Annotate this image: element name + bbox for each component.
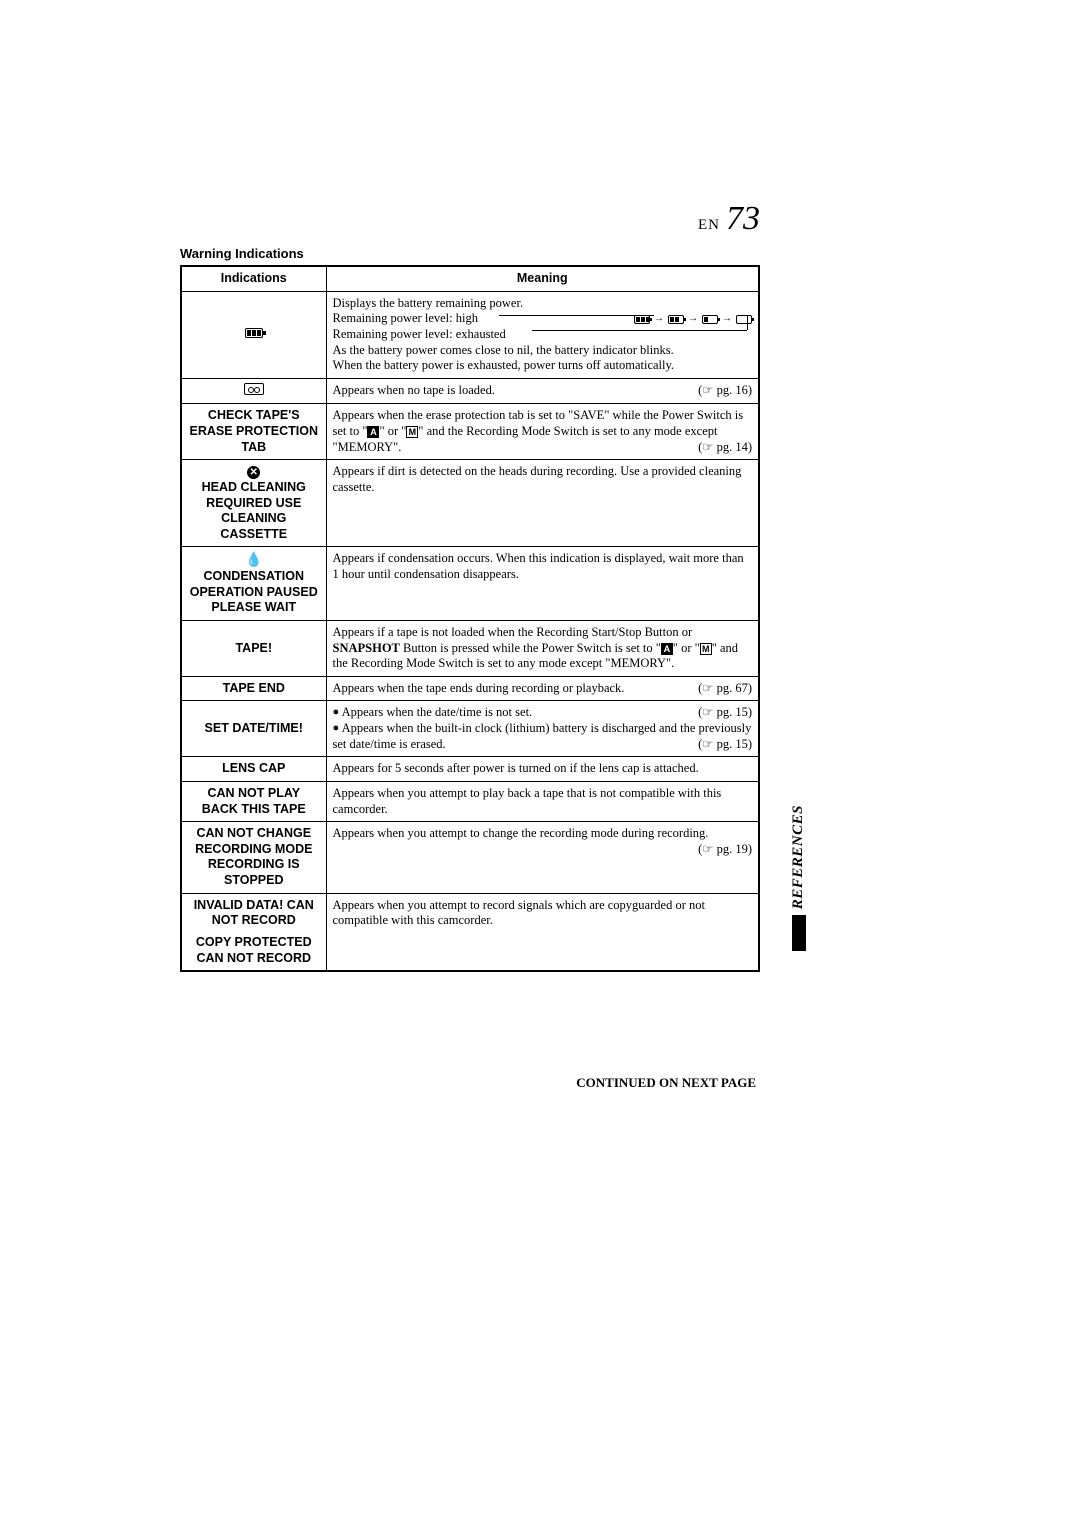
page-ref: (☞ pg. 19) <box>698 842 752 858</box>
meaning-cell: Appears when you attempt to change the r… <box>326 822 759 894</box>
indication-label: CHECK TAPE'S ERASE PROTECTION TAB <box>181 404 326 460</box>
cassette-icon <box>244 383 264 395</box>
mode-m-icon: M <box>406 426 418 438</box>
indication-label: SET DATE/TIME! <box>181 701 326 757</box>
mode-m-icon: M <box>700 643 712 655</box>
page-ref: (☞ pg. 15) <box>698 705 752 721</box>
meaning-cell: Appears for 5 seconds after power is tur… <box>326 757 759 782</box>
table-row: INVALID DATA! CAN NOT RECORD COPY PROTEC… <box>181 893 759 971</box>
meaning-cell: Appears if a tape is not loaded when the… <box>326 620 759 676</box>
meaning-cell: Displays the battery remaining power. Re… <box>326 291 759 378</box>
en-label: EN <box>698 217 720 234</box>
table-row: Displays the battery remaining power. Re… <box>181 291 759 378</box>
meaning-cell: Appears when the erase protection tab is… <box>326 404 759 460</box>
meaning-cell: ● Appears when the date/time is not set.… <box>326 701 759 757</box>
text-line: Remaining power level: high → → → <box>333 311 753 327</box>
indication-label: TAPE END <box>181 676 326 701</box>
indication-label: INVALID DATA! CAN NOT RECORD COPY PROTEC… <box>181 893 326 971</box>
table-row: ✕ HEAD CLEANING REQUIRED USE CLEANING CA… <box>181 460 759 547</box>
indication-battery-icon <box>181 291 326 378</box>
indication-label: TAPE! <box>181 620 326 676</box>
page-number: 73 <box>726 200 760 238</box>
x-icon: ✕ <box>247 466 260 479</box>
meaning-cell: Appears when you attempt to record signa… <box>326 893 759 971</box>
condensation-icon: 💧 <box>245 551 262 569</box>
indication-label: ✕ HEAD CLEANING REQUIRED USE CLEANING CA… <box>181 460 326 547</box>
side-tab: REFERENCES <box>790 805 807 951</box>
table-row: TAPE END Appears when the tape ends duri… <box>181 676 759 701</box>
mode-a-icon: A <box>661 643 673 655</box>
table-row: Appears when no tape is loaded. (☞ pg. 1… <box>181 378 759 404</box>
meaning-cell: Appears if condensation occurs. When thi… <box>326 547 759 621</box>
warning-table: Indications Meaning Displays the battery… <box>180 265 760 972</box>
meaning-cell: Appears when no tape is loaded. (☞ pg. 1… <box>326 378 759 404</box>
indication-label: 💧 CONDENSATION OPERATION PAUSED PLEASE W… <box>181 547 326 621</box>
indication-label: CAN NOT PLAY BACK THIS TAPE <box>181 781 326 821</box>
meaning-cell: Appears when you attempt to play back a … <box>326 781 759 821</box>
page-ref: (☞ pg. 15) <box>698 737 752 753</box>
continued-note: CONTINUED ON NEXT PAGE <box>576 1075 756 1091</box>
page-content: EN 73 Warning Indications Indications Me… <box>180 200 760 972</box>
table-row: 💧 CONDENSATION OPERATION PAUSED PLEASE W… <box>181 547 759 621</box>
table-row: CAN NOT PLAY BACK THIS TAPE Appears when… <box>181 781 759 821</box>
page-ref: (☞ pg. 16) <box>698 383 752 399</box>
table-row: CHECK TAPE'S ERASE PROTECTION TAB Appear… <box>181 404 759 460</box>
meaning-cell: Appears if dirt is detected on the heads… <box>326 460 759 547</box>
table-row: LENS CAP Appears for 5 seconds after pow… <box>181 757 759 782</box>
page-header: EN 73 <box>180 200 760 238</box>
battery-icon <box>245 328 263 338</box>
indication-label: LENS CAP <box>181 757 326 782</box>
section-title: Warning Indications <box>180 246 760 261</box>
col-meaning: Meaning <box>326 266 759 291</box>
page-ref: (☞ pg. 14) <box>698 440 752 456</box>
mode-a-icon: A <box>367 426 379 438</box>
indication-label: CAN NOT CHANGE RECORDING MODE RECORDING … <box>181 822 326 894</box>
side-tab-block <box>792 915 806 951</box>
references-label: REFERENCES <box>790 805 807 909</box>
table-row: SET DATE/TIME! ● Appears when the date/t… <box>181 701 759 757</box>
col-indications: Indications <box>181 266 326 291</box>
indication-cassette-icon <box>181 378 326 404</box>
table-row: CAN NOT CHANGE RECORDING MODE RECORDING … <box>181 822 759 894</box>
meaning-cell: Appears when the tape ends during record… <box>326 676 759 701</box>
text-line: As the battery power comes close to nil,… <box>333 343 753 359</box>
table-row: TAPE! Appears if a tape is not loaded wh… <box>181 620 759 676</box>
text-line: Displays the battery remaining power. <box>333 296 753 312</box>
page-ref: (☞ pg. 67) <box>698 681 752 697</box>
text-line: When the battery power is exhausted, pow… <box>333 358 753 374</box>
